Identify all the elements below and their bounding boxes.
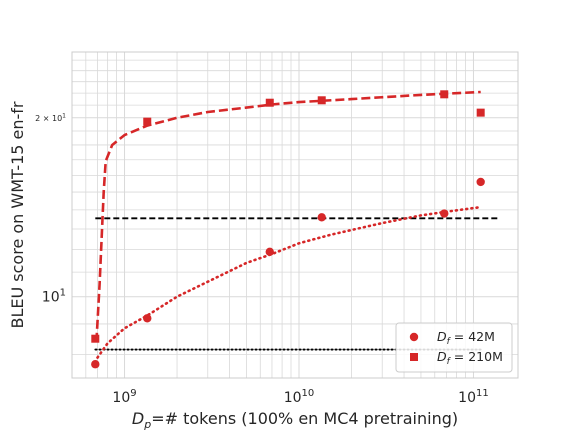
legend-box	[395, 322, 513, 373]
x-tick-exponent: 10	[302, 388, 315, 399]
x-axis-label-text: =# tokens (100% en MC4 pretraining)	[151, 409, 458, 428]
legend-label-210m-symbol: D	[437, 349, 447, 364]
x-tick-label: 109	[112, 388, 136, 406]
x-axis-label: Dp=# tokens (100% en MC4 pretraining)	[132, 409, 458, 431]
data-point-circle	[317, 213, 326, 222]
data-point-square	[440, 90, 449, 99]
x-tick-base: 10	[284, 390, 302, 406]
y-minor-tick-base: 2 × 10	[35, 114, 62, 123]
legend-label-42m-symbol: D	[437, 329, 447, 344]
x-axis-label-subscript: p	[143, 418, 151, 431]
legend-label-210m-subscript: f	[447, 357, 452, 367]
data-point-square	[143, 117, 152, 126]
fit-curve-square	[95, 90, 481, 342]
data-point-square	[265, 98, 274, 107]
legend-marker-circle	[409, 332, 419, 342]
x-tick-exponent: 11	[476, 388, 489, 399]
x-tick-label: 1011	[458, 388, 489, 406]
y-tick-base: 10	[42, 290, 60, 306]
fit-curves	[95, 90, 482, 359]
data-point-circle	[440, 209, 449, 218]
plot-frame	[71, 51, 519, 379]
y-axis-label: BLEU score on WMT-15 en-fr	[8, 101, 27, 328]
y-minor-tick-label: 2 × 101	[35, 112, 66, 123]
y-tick-label: 101	[42, 288, 66, 306]
legend-label-42m-subscript: f	[447, 337, 452, 347]
data-point-circle	[476, 177, 485, 187]
legend-label-42m-value: = 42M	[450, 329, 495, 344]
legend: Df = 42M Df = 210M	[395, 322, 513, 373]
x-tick-base: 10	[458, 390, 476, 406]
x-tick-exponent: 9	[130, 388, 136, 399]
fit-curve-circle	[96, 205, 482, 359]
legend-label-210m: Df = 210M	[437, 349, 503, 367]
data-point-circle	[143, 314, 152, 323]
data-point-square	[317, 96, 326, 105]
data-point-circle	[265, 247, 274, 257]
x-axis-label-symbol: D	[132, 409, 144, 428]
x-tick-base: 10	[112, 390, 130, 406]
data-point-square	[476, 108, 485, 117]
y-minor-tick-exponent: 1	[62, 112, 66, 119]
legend-label-42m: Df = 42M	[437, 329, 495, 347]
legend-label-210m-value: = 210M	[450, 349, 503, 364]
data-point-square	[91, 334, 100, 343]
y-tick-exponent: 1	[60, 288, 66, 299]
data-points	[91, 90, 485, 369]
data-point-circle	[91, 360, 100, 369]
legend-marker-square	[410, 353, 418, 361]
x-tick-label: 1010	[284, 388, 315, 406]
